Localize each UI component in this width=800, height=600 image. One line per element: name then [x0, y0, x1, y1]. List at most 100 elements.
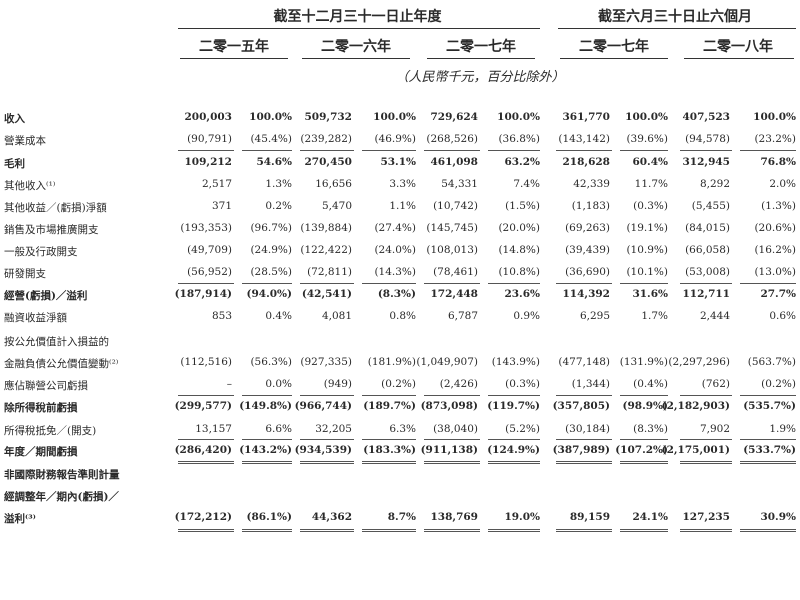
percent-cell: (189.7%): [363, 400, 416, 412]
table-row: 年度／期間虧損 (286,420) (143.2%) (934,539) (183.3%…: [0, 441, 800, 462]
amount-cell: (56,952): [187, 266, 232, 278]
amount-cell: (1,049,907): [416, 356, 478, 368]
amount-cell: 371: [211, 200, 232, 212]
amount-cell: (2,297,296): [668, 356, 730, 368]
amount-cell: (2,175,001): [661, 444, 730, 456]
total-double-rule: [424, 461, 480, 464]
percent-cell: 23.6%: [504, 288, 540, 300]
amount-cell: (49,709): [187, 244, 232, 256]
percent-cell: 100.0%: [249, 111, 292, 123]
table-row: 毛利 109,212 54.6% 270,450 53.1% 461,098 63.2% 21…: [0, 153, 800, 174]
amount-cell: (39,439): [565, 244, 610, 256]
percent-cell: 8.7%: [387, 511, 416, 523]
percent-cell: (14.8%): [498, 244, 540, 256]
percent-cell: (563.7%): [747, 356, 796, 368]
amount-cell: (30,184): [565, 423, 610, 435]
amount-cell: 218,628: [562, 156, 611, 168]
percent-cell: (23.2%): [754, 133, 796, 145]
subtotal-rule: [424, 439, 480, 440]
percent-cell: (45.4%): [250, 133, 292, 145]
amount-cell: 54,331: [441, 178, 478, 190]
row-label: 融資收益淨額: [4, 310, 170, 325]
percent-cell: 63.2%: [504, 156, 540, 168]
row-label-text: 其他收益／(虧損)淨額: [4, 202, 109, 214]
amount-cell: (357,805): [552, 400, 610, 412]
amount-cell: 112,711: [682, 288, 731, 300]
period-header: 二零一八年: [703, 39, 773, 55]
subtotal-rule: [680, 439, 732, 440]
percent-cell: (16.2%): [754, 244, 796, 256]
subtotal-rule: [620, 395, 668, 396]
amount-cell: (268,526): [426, 133, 478, 145]
subtotal-rule: [620, 150, 668, 151]
subtotal-rule: [740, 283, 796, 284]
percent-cell: (1.5%): [505, 200, 540, 212]
amount-cell: 270,450: [304, 156, 353, 168]
amount-cell: 5,470: [321, 200, 352, 212]
percent-cell: 0.6%: [769, 310, 796, 322]
percent-cell: (10.1%): [626, 266, 668, 278]
row-label-text: 非國際財務報告準則計量: [4, 469, 122, 481]
amount-cell: (145,745): [426, 222, 478, 234]
table-row: 研發開支 (56,952) (28.5%) (72,811) (14.3%) (78,46…: [0, 263, 800, 284]
row-label: 年度／期間虧損: [4, 444, 170, 459]
percent-cell: (533.7%): [743, 444, 796, 456]
row-label-text: 年度／期間虧損: [4, 446, 80, 458]
amount-cell: (949): [323, 378, 352, 390]
table-row: 其他收入⁽¹⁾ 2,517 1.3% 16,656 3.3% 54,331 7.4% 42,3…: [0, 175, 800, 196]
percent-cell: (19.1%): [626, 222, 668, 234]
percent-cell: (20.0%): [498, 222, 540, 234]
total-double-rule: [620, 529, 668, 532]
amount-cell: 8,292: [699, 178, 730, 190]
amount-cell: 729,624: [430, 111, 479, 123]
subtotal-rule: [242, 395, 292, 396]
percent-cell: 100.0%: [497, 111, 540, 123]
subtotal-rule: [680, 283, 732, 284]
amount-cell: 42,339: [573, 178, 610, 190]
percent-cell: (13.0%): [754, 266, 796, 278]
table-row: 除所得稅前虧損 (299,577) (149.8%) (966,744) (189.7%…: [0, 397, 800, 418]
percent-cell: (183.3%): [363, 444, 416, 456]
amount-cell: (139,884): [300, 222, 352, 234]
amount-cell: 16,656: [315, 178, 352, 190]
year-group-rule: [178, 28, 540, 29]
percent-cell: 0.8%: [389, 310, 416, 322]
row-label: 金融負債公允價值變動⁽²⁾: [4, 356, 170, 371]
amount-cell: (2,182,903): [661, 400, 730, 412]
subtotal-rule: [178, 150, 234, 151]
row-label: 其他收益／(虧損)淨額: [4, 200, 170, 215]
amount-cell: (1,344): [571, 378, 610, 390]
percent-cell: 31.6%: [632, 288, 668, 300]
amount-cell: (1,183): [571, 200, 610, 212]
amount-cell: –: [226, 378, 232, 390]
amount-cell: 138,769: [430, 511, 479, 523]
year-group-header: 截至十二月三十一日止年度: [273, 9, 442, 25]
percent-cell: (143.2%): [239, 444, 292, 456]
row-label-text: 其他收入⁽¹⁾: [4, 180, 58, 192]
subtotal-rule: [242, 283, 292, 284]
percent-cell: 100.0%: [753, 111, 796, 123]
percent-cell: 0.4%: [265, 310, 292, 322]
row-label: 收入: [4, 111, 170, 126]
row-label-text: 按公允價值計入損益的: [4, 336, 111, 348]
amount-cell: (66,058): [685, 244, 730, 256]
amount-cell: 109,212: [184, 156, 233, 168]
row-label: 所得稅抵免／(開支): [4, 423, 170, 438]
amount-cell: 32,205: [315, 423, 352, 435]
row-label: 非國際財務報告準則計量: [4, 467, 170, 482]
amount-cell: (299,577): [174, 400, 232, 412]
total-double-rule: [362, 529, 416, 532]
amount-cell: (966,744): [294, 400, 352, 412]
percent-cell: (0.3%): [505, 378, 540, 390]
amount-cell: (108,013): [426, 244, 478, 256]
subtotal-rule: [178, 395, 234, 396]
percent-cell: 19.0%: [504, 511, 540, 523]
row-label: 營業成本: [4, 133, 170, 148]
subtotal-rule: [488, 395, 540, 396]
percent-cell: (143.9%): [491, 356, 540, 368]
table-row: 融資收益淨額 853 0.4% 4,081 0.8% 6,787 0.9% 6,295 1.7%…: [0, 307, 800, 328]
leader-dots: [4, 121, 170, 122]
total-double-rule: [300, 461, 354, 464]
row-label: 按公允價值計入損益的: [4, 334, 170, 349]
percent-cell: (36.8%): [498, 133, 540, 145]
